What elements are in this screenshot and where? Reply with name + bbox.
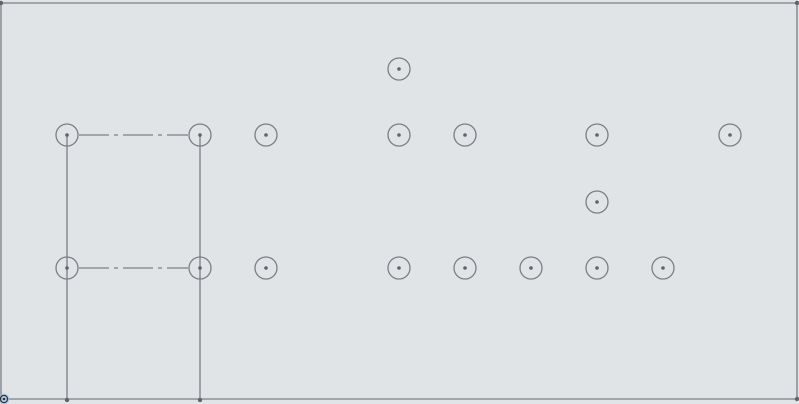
hole-marker-icon[interactable]	[718, 123, 742, 147]
hole-marker-icon[interactable]	[387, 57, 411, 81]
origin-icon[interactable]	[0, 393, 10, 404]
hole-markers[interactable]	[55, 57, 742, 280]
centerlines[interactable]	[79, 134, 188, 269]
hole-marker-icon[interactable]	[453, 123, 477, 147]
hole-marker-icon[interactable]	[387, 256, 411, 280]
hole-marker-icon[interactable]	[585, 256, 609, 280]
vertex-dot-icon[interactable]	[0, 0, 4, 6]
hole-marker-icon[interactable]	[387, 123, 411, 147]
hole-marker-icon[interactable]	[585, 190, 609, 214]
hole-marker-icon[interactable]	[519, 256, 543, 280]
vertex-dot-icon[interactable]	[794, 0, 799, 6]
hole-marker-icon[interactable]	[453, 256, 477, 280]
hole-marker-icon[interactable]	[254, 256, 278, 280]
hole-marker-icon[interactable]	[254, 123, 278, 147]
vertex-dot-icon[interactable]	[197, 397, 203, 403]
hole-marker-icon[interactable]	[585, 123, 609, 147]
hole-marker-icon[interactable]	[651, 256, 675, 280]
vertex-dot-icon[interactable]	[64, 397, 70, 403]
hole-marker-icon[interactable]	[55, 256, 79, 280]
hole-marker-icon[interactable]	[188, 123, 212, 147]
vertex-dot-icon[interactable]	[794, 396, 799, 402]
hole-marker-icon[interactable]	[55, 123, 79, 147]
hole-marker-icon[interactable]	[188, 256, 212, 280]
